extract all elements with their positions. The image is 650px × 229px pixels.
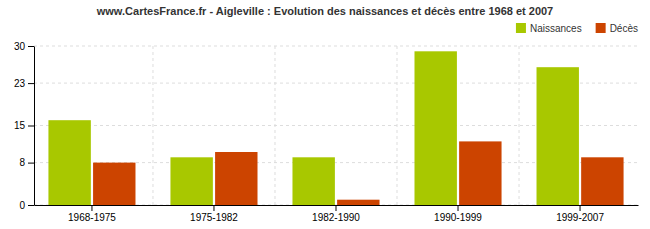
x-tick-mark [91, 205, 92, 211]
bar [170, 157, 212, 205]
group-separator [152, 46, 153, 205]
bar [93, 163, 135, 205]
y-tick: 23 [14, 78, 34, 89]
x-tick-mark [458, 205, 459, 211]
grid-line [34, 46, 638, 47]
x-tick-label: 1990-1999 [434, 212, 482, 223]
y-axis-line [34, 47, 35, 206]
legend: Naissances Décès [516, 23, 638, 34]
bar [537, 67, 579, 205]
legend-swatch [596, 23, 606, 33]
y-tick-label: 15 [14, 120, 26, 131]
x-tick-mark [336, 205, 337, 211]
y-tick-mark [28, 163, 34, 164]
y-axis: 0 8 15 23 30 [14, 41, 35, 211]
x-tick-label: 1975-1982 [190, 212, 238, 223]
group-separator [397, 46, 398, 205]
y-tick-label: 30 [14, 41, 26, 52]
y-tick-mark [28, 83, 34, 84]
bar [581, 157, 623, 205]
x-tick: 1990-1999 [434, 205, 482, 223]
legend-label: Décès [610, 23, 638, 34]
legend-label: Naissances [530, 23, 582, 34]
legend-item: Décès [596, 23, 638, 34]
x-tick-mark [580, 205, 581, 211]
bar [414, 51, 456, 205]
bar-series [93, 141, 623, 205]
chart: 1968-1975 1975-1982 1982-1990 1990-1999 1999… [0, 0, 650, 229]
x-tick: 1999-2007 [556, 205, 604, 223]
bar [215, 152, 257, 205]
y-tick-label: 23 [14, 78, 26, 89]
y-tick-label: 0 [19, 200, 25, 211]
bars [48, 51, 623, 205]
legend-swatch [516, 23, 526, 33]
y-tick: 8 [19, 157, 34, 168]
x-tick: 1975-1982 [190, 205, 238, 223]
legend-item: Naissances [516, 23, 582, 34]
group-separator [519, 46, 520, 205]
y-tick-mark [28, 46, 34, 47]
grid [34, 46, 638, 205]
x-axis: 1968-1975 1975-1982 1982-1990 1990-1999 1999… [35, 205, 639, 223]
x-tick-mark [213, 205, 214, 211]
x-tick-label: 1968-1975 [68, 212, 116, 223]
bar-series [48, 51, 578, 205]
y-tick: 30 [14, 41, 34, 52]
y-tick-mark [28, 205, 34, 206]
bar [337, 200, 379, 205]
x-tick-label: 1982-1990 [312, 212, 360, 223]
bar [48, 120, 90, 205]
x-tick: 1968-1975 [68, 205, 116, 223]
chart-container: 1968-1975 1975-1982 1982-1990 1990-1999 1999… [0, 0, 650, 229]
bar [459, 141, 501, 205]
title: www.CartesFrance.fr - Aigleville : Evolu… [96, 5, 554, 17]
y-tick-mark [28, 126, 34, 127]
y-tick: 0 [19, 200, 34, 211]
x-tick-label: 1999-2007 [556, 212, 604, 223]
y-tick-label: 8 [19, 157, 25, 168]
x-tick: 1982-1990 [312, 205, 360, 223]
group-separator [274, 46, 275, 205]
y-tick: 15 [14, 120, 34, 131]
bar [292, 157, 334, 205]
